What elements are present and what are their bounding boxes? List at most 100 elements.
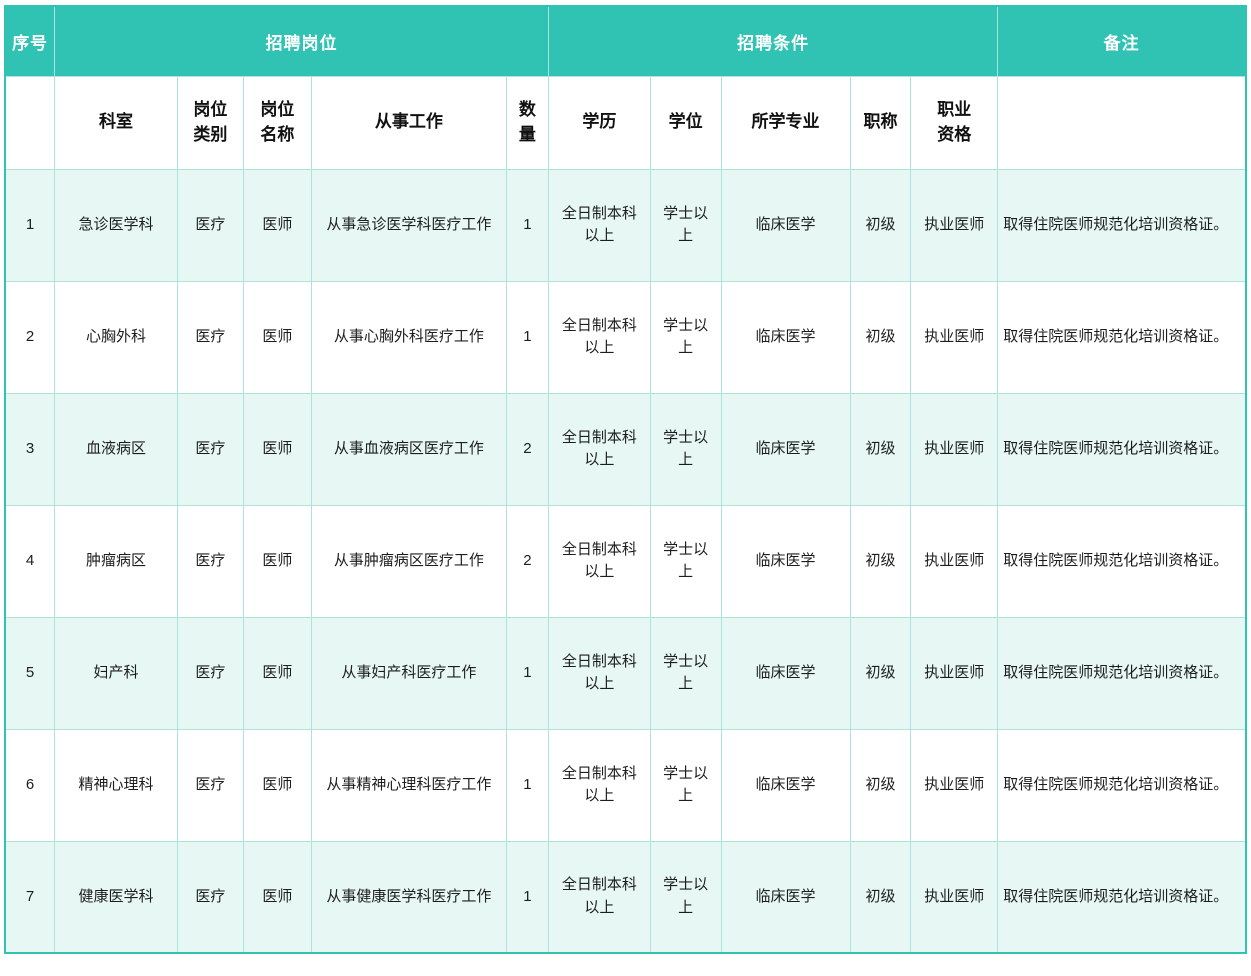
cell-serial: 6 <box>4 728 56 842</box>
table-row: 4 肿瘤病区 医疗 医师 从事肿瘤病区医疗工作 2 全日制本科以上 学士以上 临床医学 初级 执业医… <box>4 504 1247 618</box>
cell-serial: 4 <box>4 504 56 618</box>
cell-degree: 学士以上 <box>649 392 722 506</box>
cell-post-name: 医师 <box>242 168 312 282</box>
table-header: 序号 招聘岗位 招聘条件 备注 科室 岗位类别 岗位名称 从事工作 数量 学历 学位 所学专业 职称 职… <box>4 5 1247 170</box>
group-header-recruit-conditions: 招聘条件 <box>548 5 999 77</box>
column-header-department: 科室 <box>54 75 178 170</box>
cell-post-category: 医疗 <box>176 616 244 730</box>
column-header-quantity: 数量 <box>505 75 550 170</box>
column-header-qualification: 职业资格 <box>910 75 999 170</box>
cell-education: 全日制本科以上 <box>548 728 651 842</box>
table-row: 7 健康医学科 医疗 医师 从事健康医学科医疗工作 1 全日制本科以上 学士以上 临床医学 初级执… <box>4 840 1247 954</box>
column-header-job-duty: 从事工作 <box>310 75 507 170</box>
cell-post-category: 医疗 <box>176 280 244 394</box>
cell-department: 血液病区 <box>54 392 178 506</box>
cell-serial: 7 <box>4 840 56 954</box>
group-header-row: 序号 招聘岗位 招聘条件 备注 <box>4 5 1247 77</box>
cell-job-duty: 从事妇产科医疗工作 <box>310 616 507 730</box>
cell-quantity: 1 <box>505 168 550 282</box>
cell-quantity: 2 <box>505 504 550 618</box>
table-row: 3 血液病区 医疗 医师 从事血液病区医疗工作 2 全日制本科以上 学士以上 临床医学 初级 执业医… <box>4 392 1247 506</box>
cell-quantity: 1 <box>505 616 550 730</box>
table-row: 2 心胸外科 医疗 医师 从事心胸外科医疗工作 1 全日制本科以上 学士以上 临床医学 初级 执业医… <box>4 280 1247 394</box>
cell-major: 临床医学 <box>720 392 851 506</box>
cell-job-duty: 从事血液病区医疗工作 <box>310 392 507 506</box>
cell-quantity: 1 <box>505 840 550 954</box>
cell-remark: 取得住院医师规范化培训资格证。 <box>997 840 1247 954</box>
table-row: 6 精神心理科 医疗 医师 从事精神心理科医疗工作 1 全日制本科以上 学士以上 临床医学 初级执… <box>4 728 1247 842</box>
cell-professional-title: 初级 <box>849 168 912 282</box>
cell-department: 妇产科 <box>54 616 178 730</box>
cell-professional-title: 初级 <box>849 504 912 618</box>
cell-qualification: 执业医师 <box>910 392 999 506</box>
cell-post-name: 医师 <box>242 504 312 618</box>
column-header-label: 数量 <box>518 99 536 144</box>
cell-serial: 5 <box>4 616 56 730</box>
column-header-label: 学位 <box>668 112 703 132</box>
cell-quantity: 2 <box>505 392 550 506</box>
cell-job-duty: 从事肿瘤病区医疗工作 <box>310 504 507 618</box>
column-header-label: 学历 <box>582 112 617 132</box>
table-body: 1 急诊医学科 医疗 医师 从事急诊医学科医疗工作 1 全日制本科以上 学士以上 临床医学 初级执… <box>4 168 1247 954</box>
cell-qualification: 执业医师 <box>910 168 999 282</box>
column-header-post-category: 岗位类别 <box>176 75 244 170</box>
cell-professional-title: 初级 <box>849 616 912 730</box>
cell-post-category: 医疗 <box>176 392 244 506</box>
cell-post-name: 医师 <box>242 840 312 954</box>
cell-degree: 学士以上 <box>649 616 722 730</box>
column-header-education: 学历 <box>548 75 651 170</box>
cell-degree: 学士以上 <box>649 840 722 954</box>
cell-post-name: 医师 <box>242 616 312 730</box>
cell-serial: 2 <box>4 280 56 394</box>
cell-remark: 取得住院医师规范化培训资格证。 <box>997 616 1247 730</box>
column-header-serial <box>4 75 56 170</box>
cell-post-name: 医师 <box>242 280 312 394</box>
cell-job-duty: 从事健康医学科医疗工作 <box>310 840 507 954</box>
cell-department: 精神心理科 <box>54 728 178 842</box>
column-header-professional-title: 职称 <box>849 75 912 170</box>
cell-qualification: 执业医师 <box>910 504 999 618</box>
cell-education: 全日制本科以上 <box>548 168 651 282</box>
column-header-label: 职称 <box>863 112 898 132</box>
column-header-label: 科室 <box>99 112 134 132</box>
cell-post-category: 医疗 <box>176 840 244 954</box>
cell-job-duty: 从事急诊医学科医疗工作 <box>310 168 507 282</box>
cell-department: 心胸外科 <box>54 280 178 394</box>
column-header-label: 岗位类别 <box>193 99 228 144</box>
cell-education: 全日制本科以上 <box>548 616 651 730</box>
cell-professional-title: 初级 <box>849 840 912 954</box>
cell-serial: 3 <box>4 392 56 506</box>
page: 序号 招聘岗位 招聘条件 备注 科室 岗位类别 岗位名称 从事工作 数量 学历 学位 所学专业 职称 职… <box>4 5 1247 954</box>
cell-education: 全日制本科以上 <box>548 280 651 394</box>
column-header-degree: 学位 <box>649 75 722 170</box>
cell-job-duty: 从事心胸外科医疗工作 <box>310 280 507 394</box>
cell-major: 临床医学 <box>720 840 851 954</box>
cell-major: 临床医学 <box>720 616 851 730</box>
cell-qualification: 执业医师 <box>910 616 999 730</box>
cell-post-name: 医师 <box>242 392 312 506</box>
cell-education: 全日制本科以上 <box>548 504 651 618</box>
cell-major: 临床医学 <box>720 168 851 282</box>
group-header-remark: 备注 <box>997 5 1247 77</box>
cell-department: 健康医学科 <box>54 840 178 954</box>
column-header-row: 科室 岗位类别 岗位名称 从事工作 数量 学历 学位 所学专业 职称 职业资格 <box>4 75 1247 170</box>
cell-qualification: 执业医师 <box>910 280 999 394</box>
cell-remark: 取得住院医师规范化培训资格证。 <box>997 392 1247 506</box>
column-header-major: 所学专业 <box>720 75 851 170</box>
table-row: 5 妇产科 医疗 医师 从事妇产科医疗工作 1 全日制本科以上 学士以上 临床医学 初级 执业医师取… <box>4 616 1247 730</box>
column-header-label: 岗位名称 <box>260 99 295 144</box>
cell-degree: 学士以上 <box>649 504 722 618</box>
cell-department: 肿瘤病区 <box>54 504 178 618</box>
cell-qualification: 执业医师 <box>910 840 999 954</box>
cell-professional-title: 初级 <box>849 728 912 842</box>
cell-post-name: 医师 <box>242 728 312 842</box>
cell-major: 临床医学 <box>720 280 851 394</box>
table-row: 1 急诊医学科 医疗 医师 从事急诊医学科医疗工作 1 全日制本科以上 学士以上 临床医学 初级执… <box>4 168 1247 282</box>
cell-degree: 学士以上 <box>649 728 722 842</box>
cell-job-duty: 从事精神心理科医疗工作 <box>310 728 507 842</box>
column-header-remark <box>997 75 1247 170</box>
column-header-label: 从事工作 <box>374 112 443 132</box>
cell-professional-title: 初级 <box>849 392 912 506</box>
cell-remark: 取得住院医师规范化培训资格证。 <box>997 504 1247 618</box>
column-header-label: 所学专业 <box>751 112 820 132</box>
